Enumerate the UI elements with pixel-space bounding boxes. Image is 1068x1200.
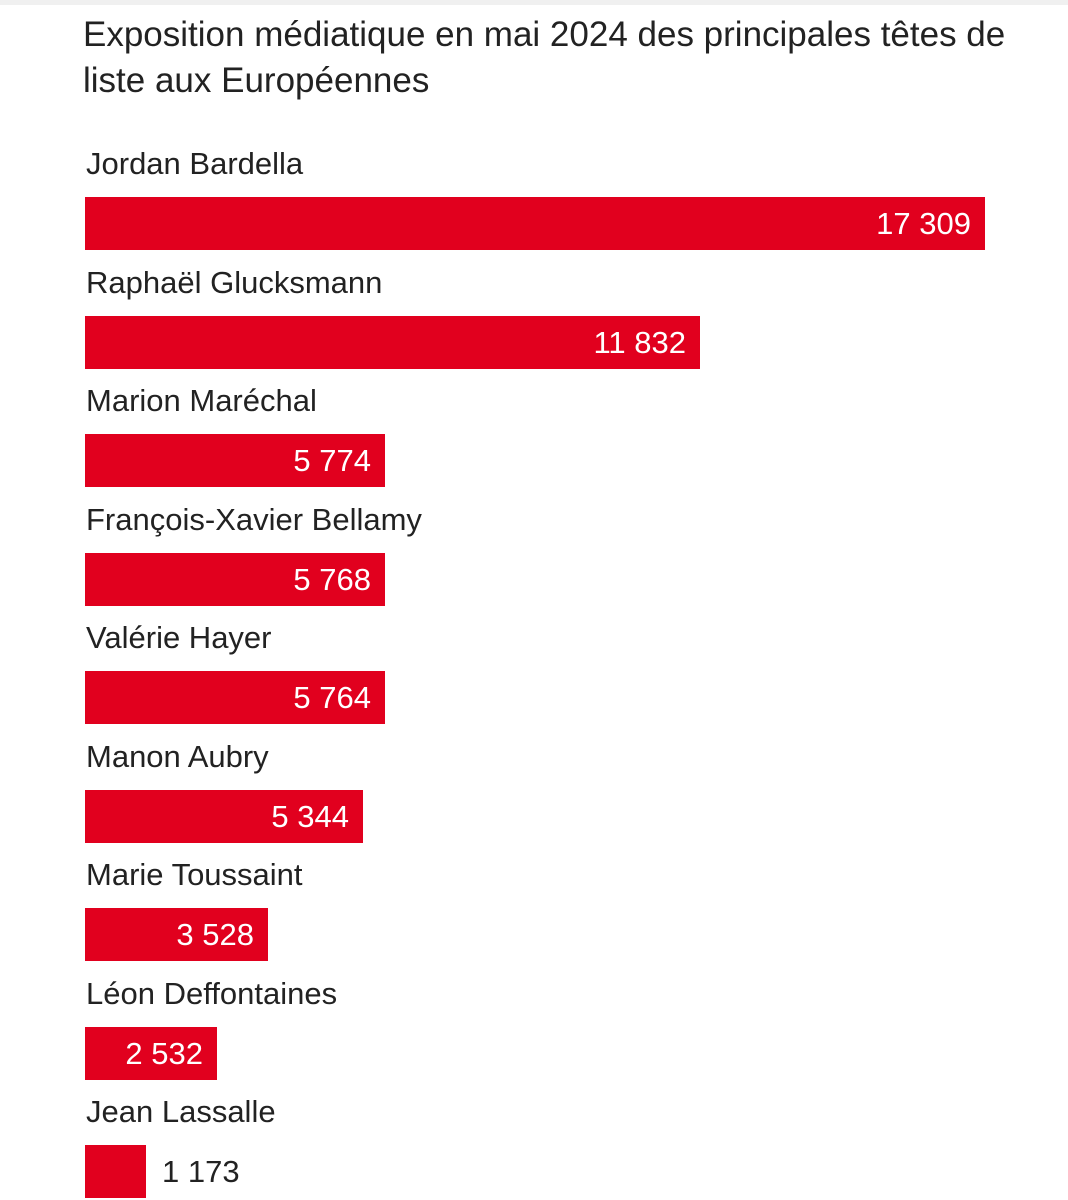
bar [85,197,985,250]
bar [85,552,385,606]
category-label: Manon Aubry [86,738,269,774]
value-label: 11 832 [593,324,686,360]
category-label: Jordan Bardella [86,146,304,181]
category-label: Jean Lassalle [86,1094,276,1129]
bar [85,1145,146,1198]
value-label: 2 532 [125,1035,203,1071]
bar [85,1026,217,1080]
bar [85,908,268,961]
category-label: Valérie Hayer [86,620,272,655]
category-label: François-Xavier Bellamy [86,501,422,537]
category-label: Léon Deffontaines [86,975,338,1011]
category-label: Raphaël Glucksmann [86,264,383,300]
top-divider [0,0,1068,5]
bar [85,789,363,843]
value-label: 5 768 [293,561,371,597]
bar [85,315,700,369]
value-label: 5 764 [293,680,371,715]
value-label: 5 344 [271,798,349,834]
category-label: Marie Toussaint [86,857,303,892]
value-label: 3 528 [176,917,254,952]
category-label: Marion Maréchal [86,383,317,418]
value-label: 5 774 [293,443,371,478]
chart-title: Exposition médiatique en mai 2024 des pr… [83,15,1006,100]
bar [85,671,385,724]
value-label: 17 309 [876,206,971,241]
bar [85,434,385,487]
value-label: 1 173 [162,1154,240,1189]
